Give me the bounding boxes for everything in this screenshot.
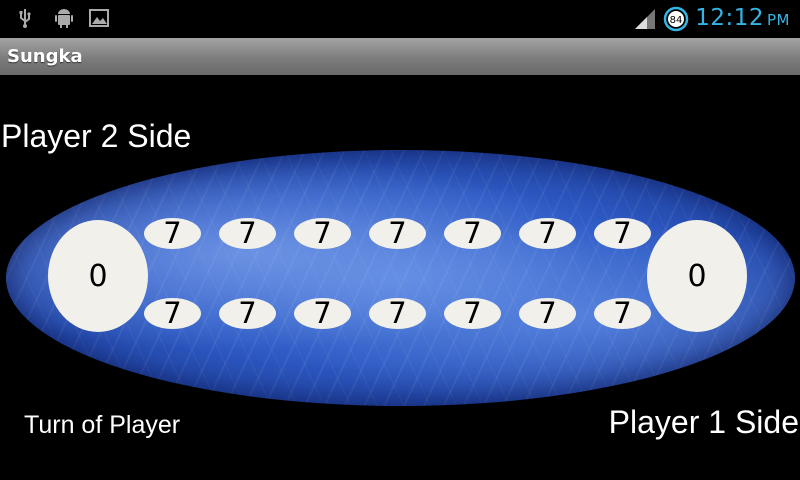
player-1-side-label: Player 1 Side <box>608 404 799 440</box>
app-title: Sungka <box>7 46 83 67</box>
top-pit-7[interactable]: 7 <box>594 218 651 249</box>
title-bar: Sungka <box>0 38 800 75</box>
bottom-pit-1[interactable]: 7 <box>144 298 201 329</box>
bottom-pit-3[interactable]: 7 <box>294 298 351 329</box>
top-pit-5[interactable]: 7 <box>444 218 501 249</box>
top-pit-2[interactable]: 7 <box>219 218 276 249</box>
top-pit-4[interactable]: 7 <box>369 218 426 249</box>
player-1-store: 0 <box>647 220 747 332</box>
top-pit-1[interactable]: 7 <box>144 218 201 249</box>
player-2-side-label: Player 2 Side <box>1 118 192 154</box>
clock: 12:12 PM <box>695 5 790 31</box>
bottom-pit-4[interactable]: 7 <box>369 298 426 329</box>
picture-icon <box>89 9 109 27</box>
top-pit-6[interactable]: 7 <box>519 218 576 249</box>
player-2-store: 0 <box>48 220 148 332</box>
svg-text:84: 84 <box>670 15 683 26</box>
bottom-pit-2[interactable]: 7 <box>219 298 276 329</box>
bottom-pit-6[interactable]: 7 <box>519 298 576 329</box>
bottom-pit-5[interactable]: 7 <box>444 298 501 329</box>
battery-icon: 84 <box>663 6 689 32</box>
clock-time: 12:12 <box>695 5 764 31</box>
bottom-pit-7[interactable]: 7 <box>594 298 651 329</box>
top-pit-3[interactable]: 7 <box>294 218 351 249</box>
signal-icon <box>635 9 655 29</box>
android-debug-icon <box>55 9 73 28</box>
usb-icon <box>19 9 31 28</box>
status-bar: 84 12:12 PM <box>0 0 800 38</box>
clock-ampm: PM <box>767 11 790 29</box>
turn-indicator: Turn of Player <box>24 411 181 439</box>
